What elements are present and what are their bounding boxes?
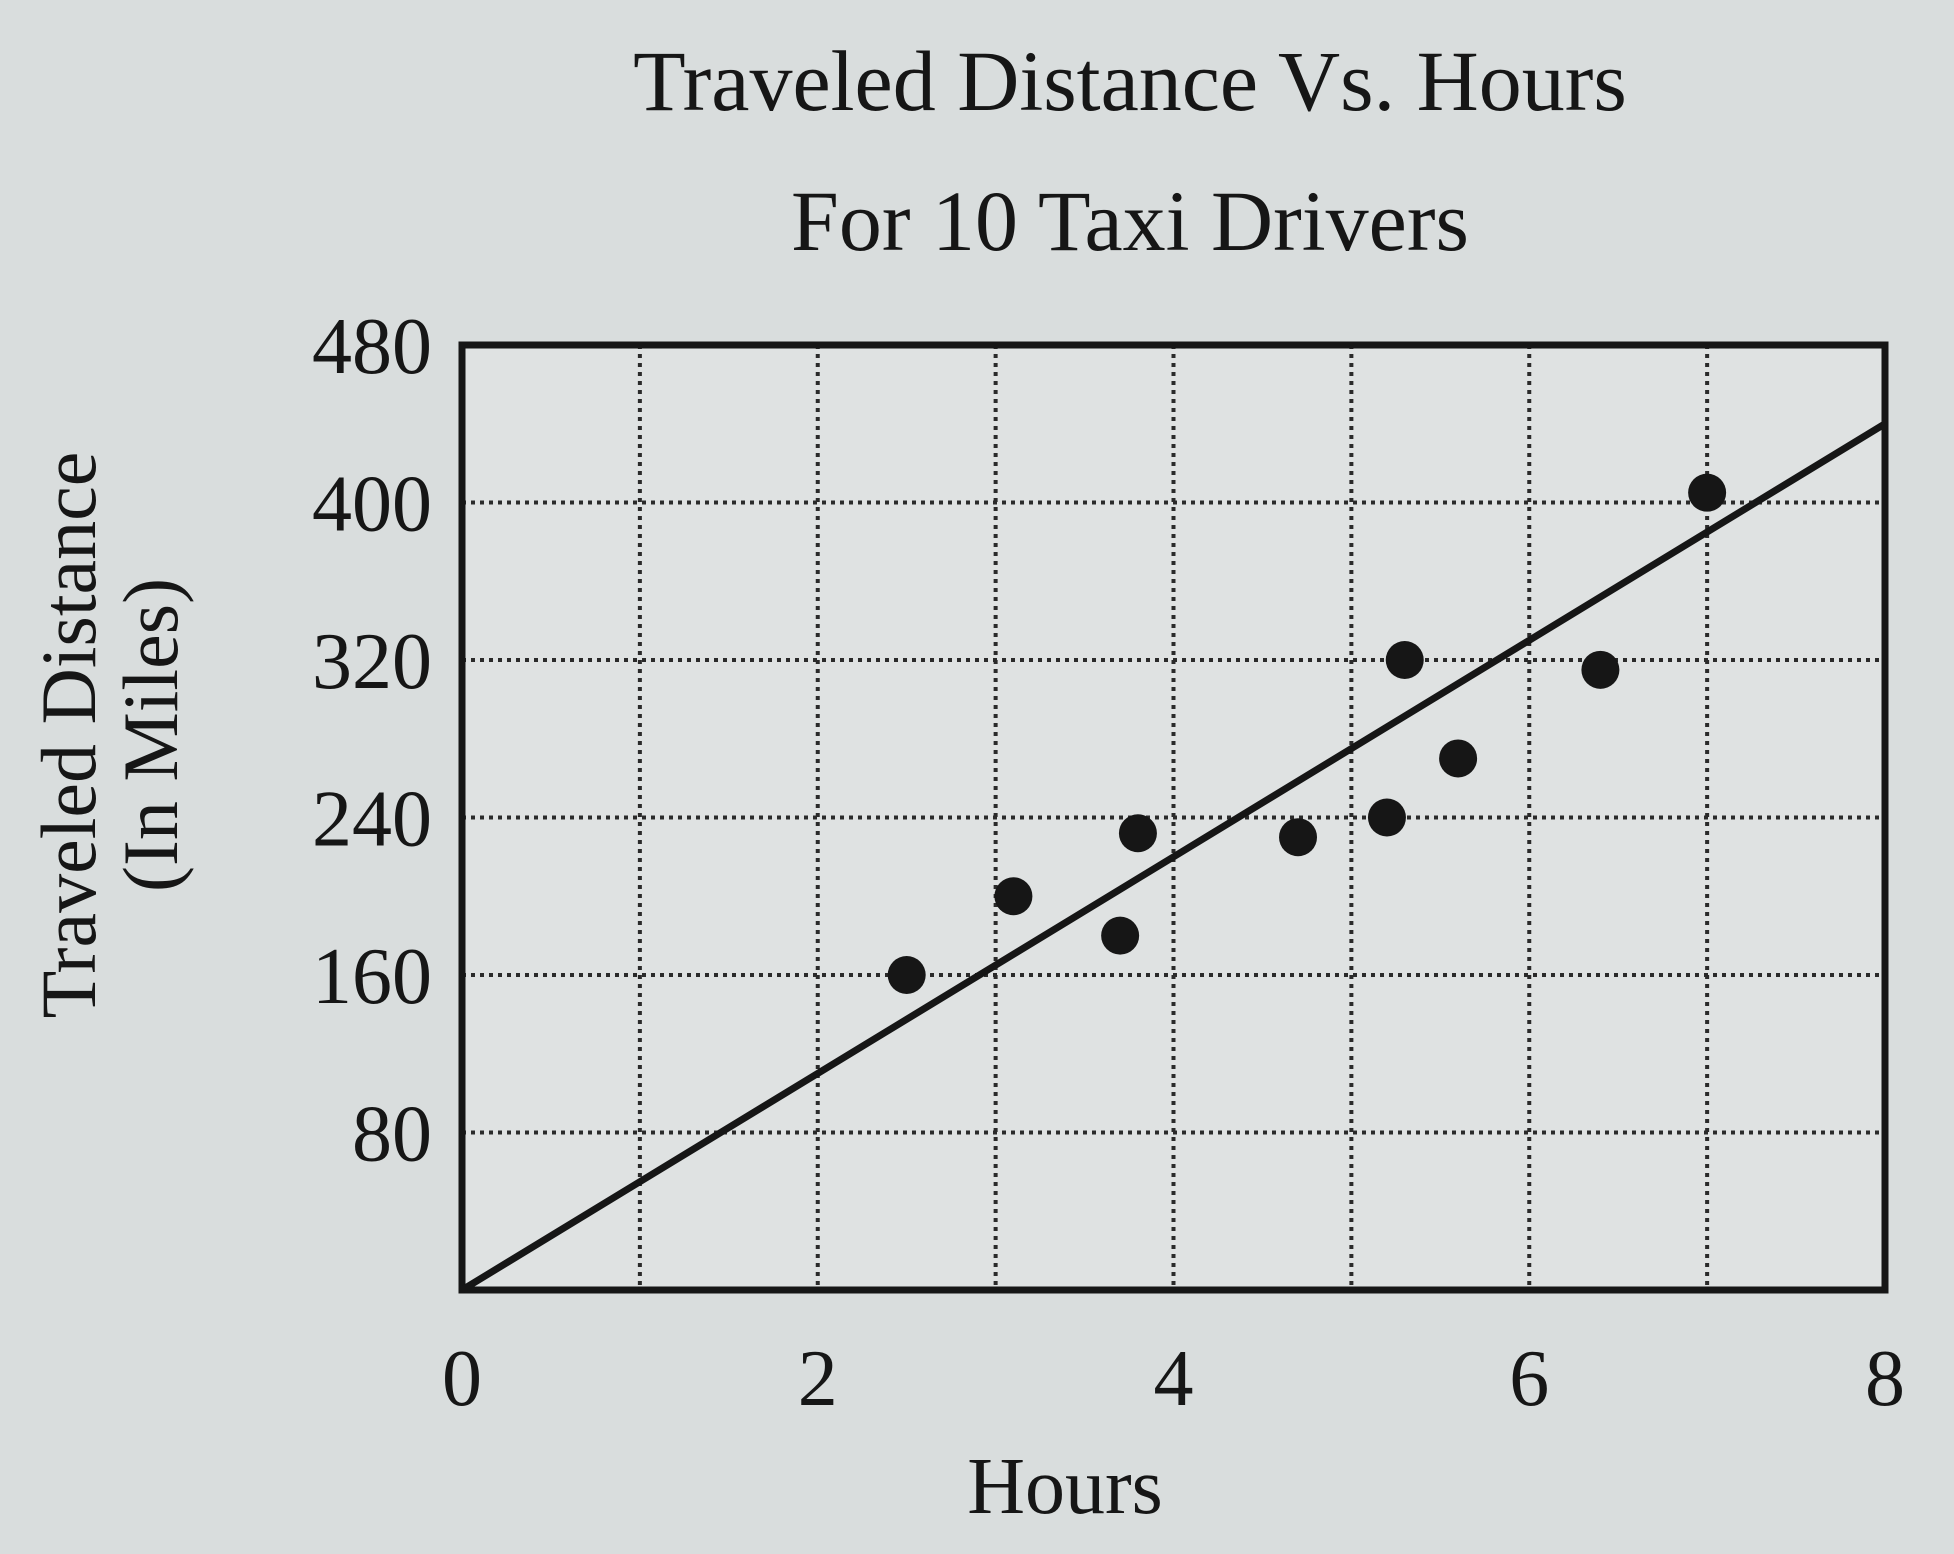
x-tick-label: 0 [442, 1335, 482, 1423]
plot-frame-group [458, 341, 1889, 1294]
data-point [887, 956, 926, 994]
y-tick-label: 320 [312, 618, 432, 706]
data-point [994, 877, 1033, 916]
trend-line [458, 420, 1889, 1294]
plot-frame [458, 341, 1889, 1294]
y-tick-label: 160 [312, 933, 432, 1021]
chart-subtitle: For 10 Taxi Drivers [791, 173, 1469, 269]
y-tick-label: 480 [312, 303, 432, 391]
x-tick-label: 8 [1865, 1335, 1905, 1423]
chart-title: Traveled Distance Vs. Hours [633, 33, 1627, 129]
grid-group [462, 345, 1885, 1290]
data-point [1118, 814, 1157, 853]
data-point [1688, 473, 1727, 512]
data-point [1581, 650, 1620, 689]
data-point [1101, 916, 1140, 955]
y-tick-label: 400 [312, 461, 432, 549]
x-tick-label: 6 [1509, 1335, 1549, 1423]
x-tick-labels-group: 0 2 4 6 8 [442, 1335, 1905, 1423]
y-tick-labels-group: 80 160 240 320 400 480 [312, 303, 432, 1179]
data-point [1439, 739, 1478, 778]
data-point [1279, 818, 1318, 857]
trend-line-group [458, 420, 1889, 1294]
data-point [1367, 798, 1406, 837]
y-tick-label: 240 [312, 776, 432, 864]
points-group [887, 473, 1727, 994]
x-tick-label: 2 [798, 1335, 838, 1423]
y-tick-label: 80 [352, 1091, 432, 1179]
x-axis-label: Hours [967, 1443, 1163, 1531]
data-point [1385, 641, 1424, 679]
x-tick-label: 4 [1154, 1335, 1194, 1423]
